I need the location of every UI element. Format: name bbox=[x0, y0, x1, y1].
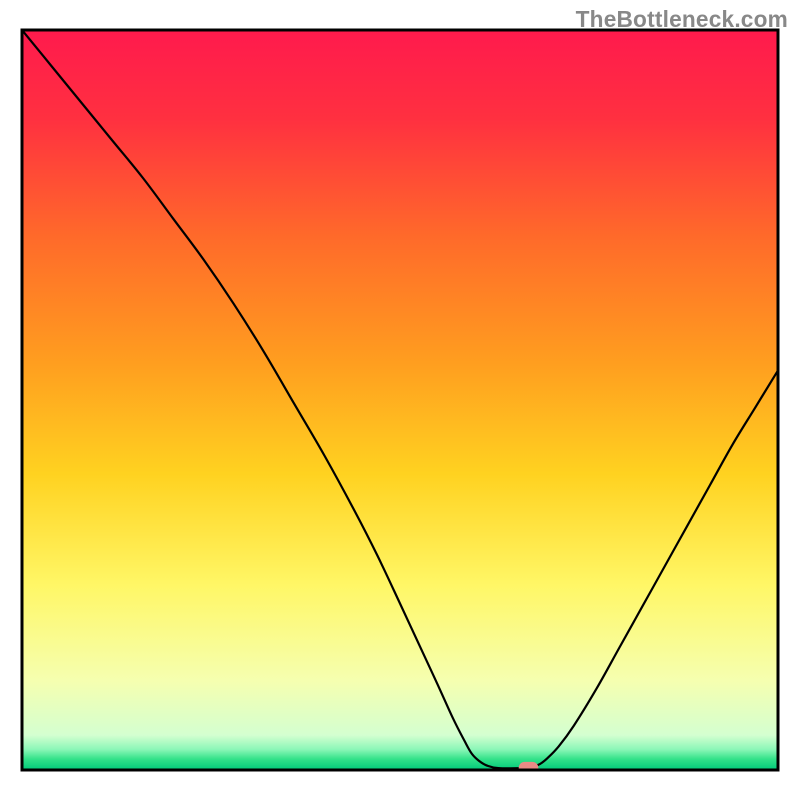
bottleneck-curve-chart bbox=[0, 0, 800, 800]
optimum-marker bbox=[519, 762, 539, 774]
gradient-background bbox=[22, 30, 778, 770]
chart-container: TheBottleneck.com bbox=[0, 0, 800, 800]
